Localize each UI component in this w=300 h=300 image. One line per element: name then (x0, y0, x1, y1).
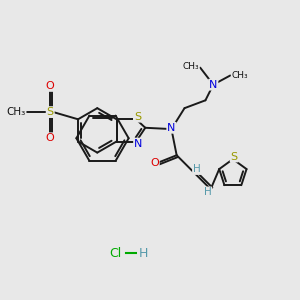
Text: Cl: Cl (110, 247, 122, 260)
Text: N: N (209, 80, 218, 90)
Text: S: S (47, 107, 54, 117)
Text: N: N (167, 123, 176, 133)
Text: CH₃: CH₃ (182, 62, 199, 71)
Text: O: O (46, 81, 55, 91)
Text: H: H (138, 247, 148, 260)
Text: S: S (231, 152, 238, 161)
Text: O: O (46, 133, 55, 143)
Text: CH₃: CH₃ (232, 71, 248, 80)
Text: CH₃: CH₃ (6, 107, 26, 117)
Text: H: H (204, 188, 212, 197)
Text: S: S (134, 112, 141, 122)
Text: O: O (150, 158, 159, 168)
Text: N: N (134, 139, 142, 148)
Text: H: H (193, 164, 201, 174)
